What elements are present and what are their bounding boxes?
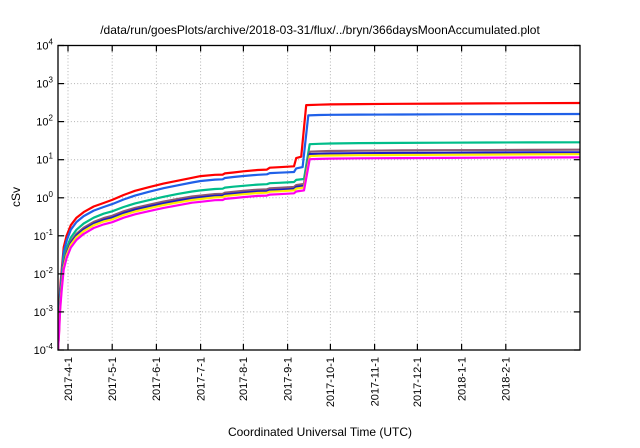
x-tick-label: 2018-1-1: [456, 357, 468, 401]
y-tick-label: 10-3: [34, 304, 54, 319]
y-tick-label: 102: [36, 114, 53, 129]
x-tick-label: 2017-11-1: [369, 357, 381, 406]
series-line-green: [58, 141, 580, 350]
x-tick-label: 2017-12-1: [412, 357, 424, 407]
y-tick-label: 10-2: [34, 266, 54, 281]
x-tick-label: 2017-5-1: [107, 357, 119, 401]
series-line-yellow: [58, 153, 580, 350]
plot-border: [57, 44, 581, 351]
series-line-magenta: [58, 156, 580, 350]
series-line-plum: [58, 148, 580, 350]
x-tick-label: 2017-6-1: [151, 357, 163, 401]
y-axis-label: cSv: [9, 187, 23, 208]
y-tick-label: 103: [36, 76, 53, 91]
x-tick-label: 2017-8-1: [238, 357, 250, 401]
chart-title: /data/run/goesPlots/archive/2018-03-31/f…: [100, 23, 540, 37]
y-tick-label: 100: [36, 190, 53, 205]
x-tick-label: 2017-7-1: [195, 357, 207, 401]
x-tick-label: 2017-10-1: [325, 357, 337, 407]
x-tick-label: 2017-9-1: [282, 357, 294, 401]
series-line-red: [58, 101, 580, 350]
series-line-blue: [58, 112, 580, 350]
x-axis-label: Coordinated Universal Time (UTC): [227, 425, 413, 439]
y-tick-label: 104: [36, 38, 53, 53]
y-tick-label: 10-1: [34, 228, 54, 243]
series-line-navy: [58, 151, 580, 350]
x-tick-label: 2018-2-1: [501, 357, 513, 401]
y-tick-label: 10-4: [34, 342, 54, 357]
x-tick-label: 2017-4-1: [63, 357, 75, 401]
y-tick-label: 101: [36, 152, 53, 167]
